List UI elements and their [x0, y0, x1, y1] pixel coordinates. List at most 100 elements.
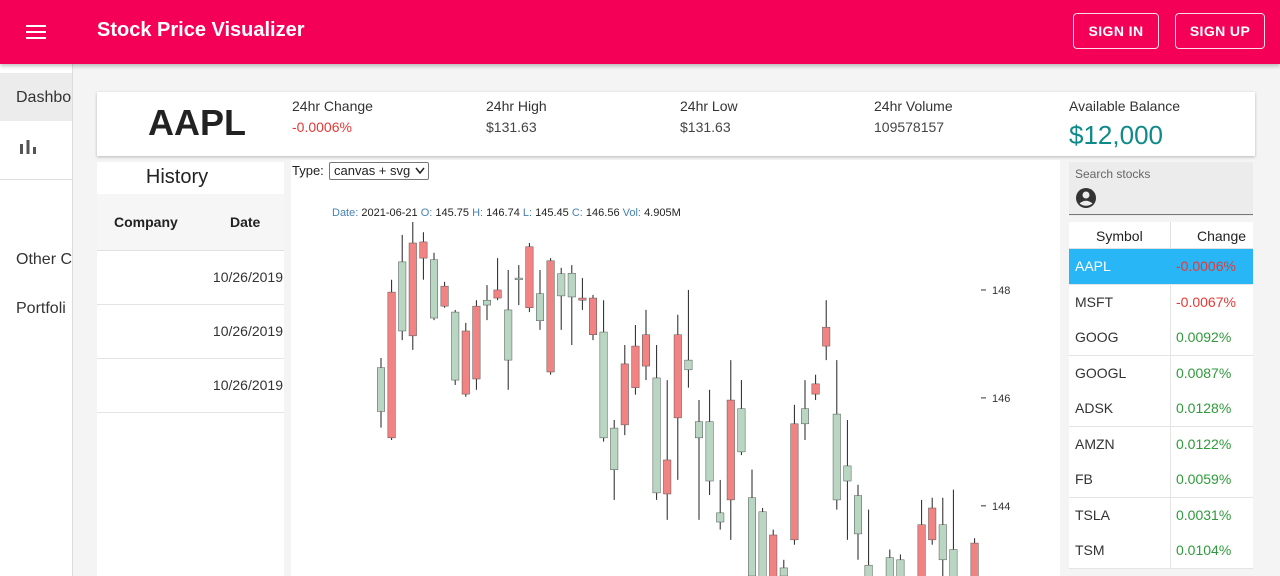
- candle-body: [493, 289, 502, 299]
- sign-up-button[interactable]: SIGN UP: [1175, 13, 1265, 49]
- select-arrow: [415, 167, 425, 175]
- chart-icon[interactable]: [18, 138, 38, 156]
- candle-body: [620, 363, 629, 426]
- legend-text: 145.45: [535, 207, 569, 219]
- watchlist-row[interactable]: MSFT -0.0067%: [1069, 284, 1253, 321]
- change: 0.0059%: [1176, 471, 1232, 487]
- candle-body: [567, 272, 576, 298]
- column-header: Symbol: [1096, 228, 1143, 244]
- candle-body: [430, 259, 438, 319]
- symbol: ADSK: [1075, 400, 1114, 416]
- nav-drawer: Dashbo Other C Portfoli: [0, 64, 73, 576]
- y-tick-label: 144: [992, 501, 1010, 513]
- stat-value: 109578157: [874, 119, 945, 135]
- candle-body: [938, 524, 947, 561]
- chart-legend: Date: 2021-06-21 O: 145.75 H: 146.74 L: …: [332, 207, 681, 219]
- symbol: GOOGL: [1075, 364, 1127, 381]
- legend-text: 2021-06-21: [361, 207, 417, 219]
- divider: [1170, 284, 1171, 320]
- legend-text: Date:: [332, 207, 358, 219]
- legend-text: O:: [421, 207, 433, 219]
- divider: [1170, 426, 1171, 462]
- candle-body: [387, 291, 396, 439]
- stat-label: 24hr Low: [680, 98, 738, 114]
- stat-value: $131.63: [486, 119, 537, 135]
- candle-body: [705, 421, 714, 482]
- candle-body: [536, 293, 544, 321]
- candle-body: [695, 421, 703, 439]
- nav-selected-bg: [0, 73, 72, 121]
- candle-body: [483, 299, 491, 306]
- watchlist-row[interactable]: GOOG 0.0092%: [1069, 320, 1253, 356]
- legend-text: 4.905M: [644, 207, 681, 219]
- search-box[interactable]: Search stocks: [1069, 162, 1253, 216]
- candle-body: [864, 564, 873, 576]
- candle-body: [589, 297, 597, 336]
- watchlist-row[interactable]: TSM 0.0104%: [1069, 533, 1253, 569]
- candle-body: [673, 334, 682, 419]
- legend-text: C:: [572, 207, 583, 219]
- candle-body: [716, 512, 725, 523]
- candle-body: [652, 377, 661, 494]
- candle-body: [546, 260, 555, 373]
- divider: [1170, 391, 1171, 426]
- candle-body: [642, 334, 650, 367]
- nav-item[interactable]: Other C: [16, 251, 72, 268]
- history-panel: History Company Date 10/26/2019 10/26/201…: [97, 162, 284, 576]
- candle-body: [917, 524, 926, 576]
- menu-button[interactable]: [24, 20, 48, 44]
- nav-item[interactable]: Dashbo: [16, 89, 72, 106]
- watchlist-row[interactable]: ADSK 0.0128%: [1069, 391, 1253, 427]
- search-underline: [1069, 214, 1253, 215]
- watchlist-row[interactable]: GOOGL 0.0087%: [1069, 355, 1253, 392]
- candle-body: [758, 511, 767, 576]
- symbol: TSLA: [1075, 506, 1111, 523]
- divider: [1170, 320, 1171, 355]
- candle-body: [451, 311, 460, 381]
- history-date: 10/26/2019: [212, 269, 283, 285]
- history-date: 10/26/2019: [212, 323, 283, 339]
- divider: [1170, 497, 1171, 533]
- candle-body: [525, 246, 534, 309]
- search-label: Search stocks: [1075, 167, 1151, 181]
- watchlist-row[interactable]: AMZN 0.0122%: [1069, 426, 1253, 463]
- sign-in-button[interactable]: SIGN IN: [1073, 13, 1159, 49]
- history-title: History: [145, 166, 209, 188]
- watchlist-row[interactable]: FB 0.0059%: [1069, 462, 1253, 498]
- divider: [0, 179, 72, 180]
- divider: [1170, 533, 1171, 568]
- stat-label: 24hr Volume: [874, 98, 953, 114]
- candle-body: [440, 285, 449, 307]
- legend-text: H:: [472, 207, 483, 219]
- legend-text: L:: [523, 207, 532, 219]
- candle-body: [726, 399, 735, 501]
- history-date: 10/26/2019: [212, 377, 283, 393]
- change: 0.0092%: [1176, 329, 1232, 345]
- candle-body: [514, 277, 523, 280]
- candle-body: [970, 542, 979, 576]
- legend-text: 146.74: [486, 207, 520, 219]
- candle-body: [790, 423, 799, 541]
- symbol: AAPL: [148, 102, 246, 143]
- candle-body: [748, 497, 756, 576]
- change: 0.0104%: [1176, 542, 1232, 558]
- candle-body: [684, 359, 693, 371]
- account-icon: [1076, 188, 1096, 208]
- change: 0.0031%: [1176, 506, 1232, 523]
- candle-body: [408, 242, 417, 337]
- legend-text: Vol:: [623, 207, 641, 219]
- type-select[interactable]: canvas + svg: [329, 162, 430, 180]
- history-row: 10/26/2019: [97, 359, 284, 413]
- candle-body: [779, 567, 788, 576]
- nav-item[interactable]: Portfoli: [16, 300, 66, 317]
- stat-label: 24hr Change: [292, 98, 373, 114]
- change: 0.0122%: [1176, 435, 1232, 452]
- app-bar: Stock Price Visualizer SIGN IN SIGN UP: [0, 0, 1280, 64]
- watchlist-row[interactable]: AAPL -0.0006%: [1069, 249, 1253, 285]
- balance-value: $12,000: [1069, 120, 1163, 150]
- symbol: FB: [1075, 471, 1093, 487]
- watchlist-row[interactable]: TSLA 0.0031%: [1069, 497, 1253, 534]
- symbol: AMZN: [1075, 435, 1115, 452]
- candle-body: [885, 557, 894, 576]
